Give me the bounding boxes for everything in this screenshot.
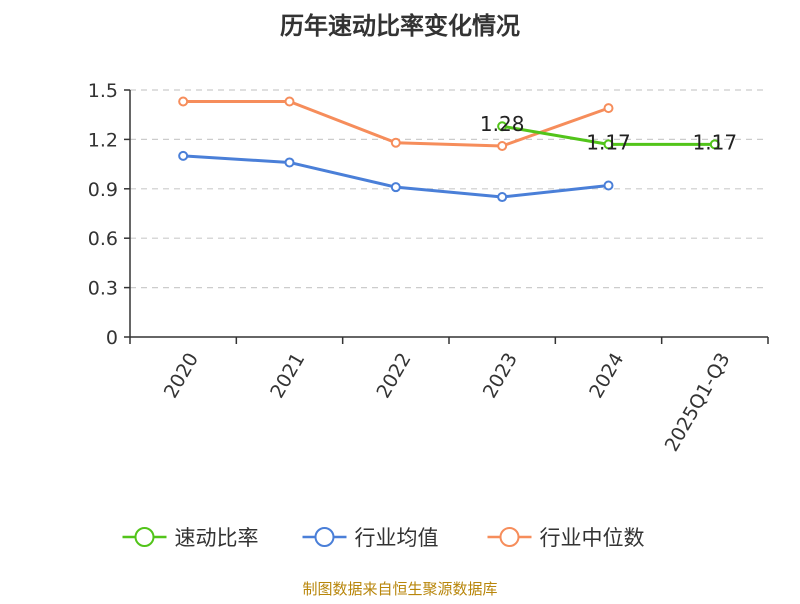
data-point [390,137,401,148]
data-point [603,103,614,114]
legend-label: 速动比率 [175,526,259,550]
legend-item[interactable]: 速动比率 [122,526,259,550]
data-point [497,121,508,132]
axes: 0 0.3 0.6 0.9 1.2 1.5 2020 2021 2022 2023 2024 2025… [88,80,769,455]
y-tick-label: 0.9 [88,179,118,201]
data-point [284,157,295,168]
legend-swatch-marker [499,527,520,547]
legend-swatch-marker [134,527,155,547]
legend-item[interactable]: 行业中位数 [487,526,645,550]
x-tick-label: 2025Q1-Q3 [661,349,735,455]
legend-label: 行业均值 [355,526,439,550]
x-tick-label: 2020 [160,349,203,402]
source-note: 制图数据来自恒生聚源数据库 [302,580,497,598]
data-label: 1.17 [586,130,631,154]
data-point [284,96,295,107]
x-tick-label: 2022 [372,349,415,402]
legend-label: 行业中位数 [540,526,645,550]
data-label: 1.28 [480,112,525,136]
data-point [178,96,189,107]
legend: 速动比率 行业均值 行业中位数 [122,526,645,550]
data-labels: 1.28 1.17 1.17 [480,112,737,154]
y-tick-label: 0.3 [88,278,118,300]
x-tick-label: 2023 [479,349,522,402]
data-point [603,180,614,191]
y-tick-label: 1.2 [88,129,118,151]
data-point [178,150,189,161]
y-tick-label: 0 [106,327,118,349]
grid-lines [130,89,768,289]
x-tick-label: 2024 [585,349,628,402]
legend-item[interactable]: 行业均值 [302,526,439,550]
y-tick-label: 1.5 [88,80,118,102]
data-point [497,140,508,151]
legend-swatch-marker [314,527,335,547]
data-point [390,182,401,193]
data-point [603,139,614,150]
series-lines [178,96,720,203]
y-tick-label: 0.6 [88,228,118,250]
x-tick-label: 2021 [266,349,309,402]
data-point [709,139,720,150]
data-point [497,192,508,203]
data-label: 1.17 [693,130,738,154]
chart-title: 历年速动比率变化情况 [280,12,520,40]
